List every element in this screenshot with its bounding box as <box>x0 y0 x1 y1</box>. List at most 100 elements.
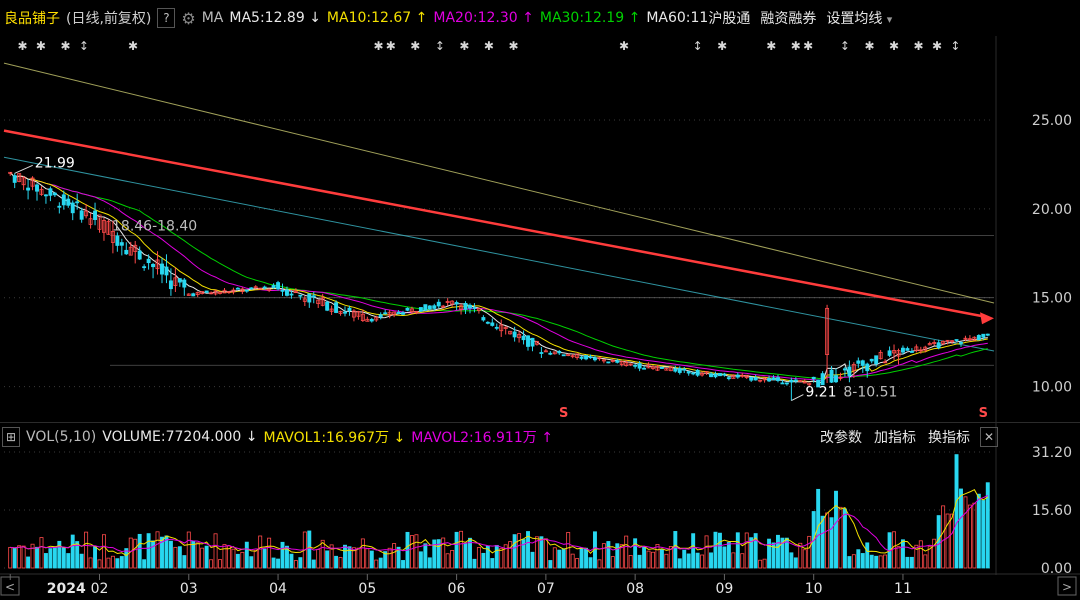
volume-bar <box>12 547 17 569</box>
add-indicator-button[interactable]: 加指标 <box>874 430 916 446</box>
volume-bar <box>905 556 910 569</box>
candle-body <box>597 357 602 360</box>
settings-button[interactable]: 设置均线 ▾ <box>826 11 893 27</box>
volume-bar <box>682 549 687 569</box>
volume-bar <box>802 549 807 569</box>
volume-bar <box>409 535 414 569</box>
volume-bar <box>151 540 156 569</box>
candle-body <box>896 350 901 357</box>
s-marker: S <box>979 406 988 421</box>
ma20-line <box>9 171 988 382</box>
candle-body <box>102 220 106 233</box>
scroll-right-button[interactable] <box>1057 576 1077 596</box>
candle-body <box>12 175 17 183</box>
candle-body <box>561 354 566 357</box>
candle-body <box>369 318 374 322</box>
chevron-right-icon: > <box>1062 580 1072 594</box>
volume-bar <box>713 531 718 569</box>
time-tick-label: 03 <box>180 581 198 597</box>
candle-body <box>950 340 955 343</box>
mavol2-line <box>10 494 989 553</box>
volume-bar <box>70 534 75 569</box>
candle-body <box>811 376 816 380</box>
switch-indicator-button[interactable]: 换指标 <box>928 430 970 446</box>
ma-label[interactable]: MA <box>201 10 224 26</box>
candle-body <box>981 333 986 338</box>
candle-body <box>713 373 718 378</box>
hgt-button[interactable]: 沪股通 <box>708 11 751 27</box>
time-tick-label: 02 <box>91 581 109 597</box>
change-params-button[interactable]: 改参数 <box>820 430 862 446</box>
volume-bar <box>820 515 825 569</box>
event-marker-icon: ✱ <box>128 39 138 53</box>
volume-bar <box>146 533 151 569</box>
candle-body <box>39 188 44 195</box>
candle-body <box>700 372 705 376</box>
volume-bar <box>655 543 660 569</box>
candle-body <box>619 361 624 365</box>
candle-body <box>668 366 673 372</box>
candle-body <box>21 177 26 186</box>
volume-bar <box>927 546 932 569</box>
candle-body <box>302 298 307 302</box>
volume-bar <box>97 559 102 569</box>
candle-body <box>789 379 794 383</box>
candle-body <box>365 318 370 322</box>
candle-body <box>552 351 557 355</box>
volume-bar <box>119 556 124 569</box>
ma20-arrow-icon: ↑ <box>522 10 534 26</box>
candle-body <box>441 305 446 308</box>
expand-icon[interactable]: ⊞ <box>2 427 20 447</box>
period-label[interactable]: (日线,前复权) <box>66 11 152 27</box>
candle-body <box>200 291 205 294</box>
close-icon[interactable]: ✕ <box>980 427 998 447</box>
volume-bar <box>351 547 356 569</box>
candle-body <box>731 374 736 379</box>
candle-body <box>226 291 231 294</box>
volume-bar <box>21 545 26 569</box>
volume-bar <box>896 546 901 569</box>
volume-bar <box>30 543 35 569</box>
volume-bar <box>521 539 526 569</box>
volume-bar <box>628 555 633 569</box>
rzrq-button[interactable]: 融资融券 <box>760 11 817 27</box>
gear-icon[interactable]: ⚙ <box>181 8 196 28</box>
candle-body <box>240 288 245 292</box>
volume-bar <box>387 547 392 569</box>
candle-body <box>776 377 780 381</box>
vol-label[interactable]: VOL(5,10) <box>26 429 97 445</box>
volume-bar <box>552 547 557 569</box>
time-tick-label: 04 <box>269 581 287 597</box>
trendline-arrow-icon <box>980 312 994 325</box>
help-button[interactable]: ? <box>157 8 176 28</box>
candle-body <box>798 380 803 383</box>
candle-body <box>869 358 874 362</box>
volume-bar <box>909 556 914 569</box>
volume-bar <box>865 542 870 569</box>
ma5-value: MA5:12.89 ↓ <box>229 10 321 26</box>
candle-body <box>155 259 160 270</box>
event-marker-icon: ✱ <box>373 39 383 53</box>
volume-bar <box>642 546 647 569</box>
volume-bar <box>722 546 727 569</box>
stock-name[interactable]: 良品铺子 <box>4 11 60 27</box>
candle-body <box>900 347 905 353</box>
event-marker-icon: ✱ <box>386 39 396 53</box>
volume-bar <box>93 546 98 569</box>
volume-bar <box>704 535 709 569</box>
candle-body <box>423 304 428 311</box>
volume-bar <box>709 552 713 569</box>
candle-body <box>637 363 642 369</box>
candle-body <box>110 231 115 243</box>
candle-body <box>570 355 575 358</box>
volume-bar <box>758 559 763 569</box>
candle-body <box>695 369 700 376</box>
volume-bar <box>686 553 691 569</box>
candle-body <box>834 375 838 383</box>
panel-divider <box>0 422 1080 423</box>
candle-body <box>436 301 441 307</box>
time-tick-label: 06 <box>448 581 466 597</box>
candle-body <box>209 292 214 295</box>
candle-body <box>204 290 209 293</box>
